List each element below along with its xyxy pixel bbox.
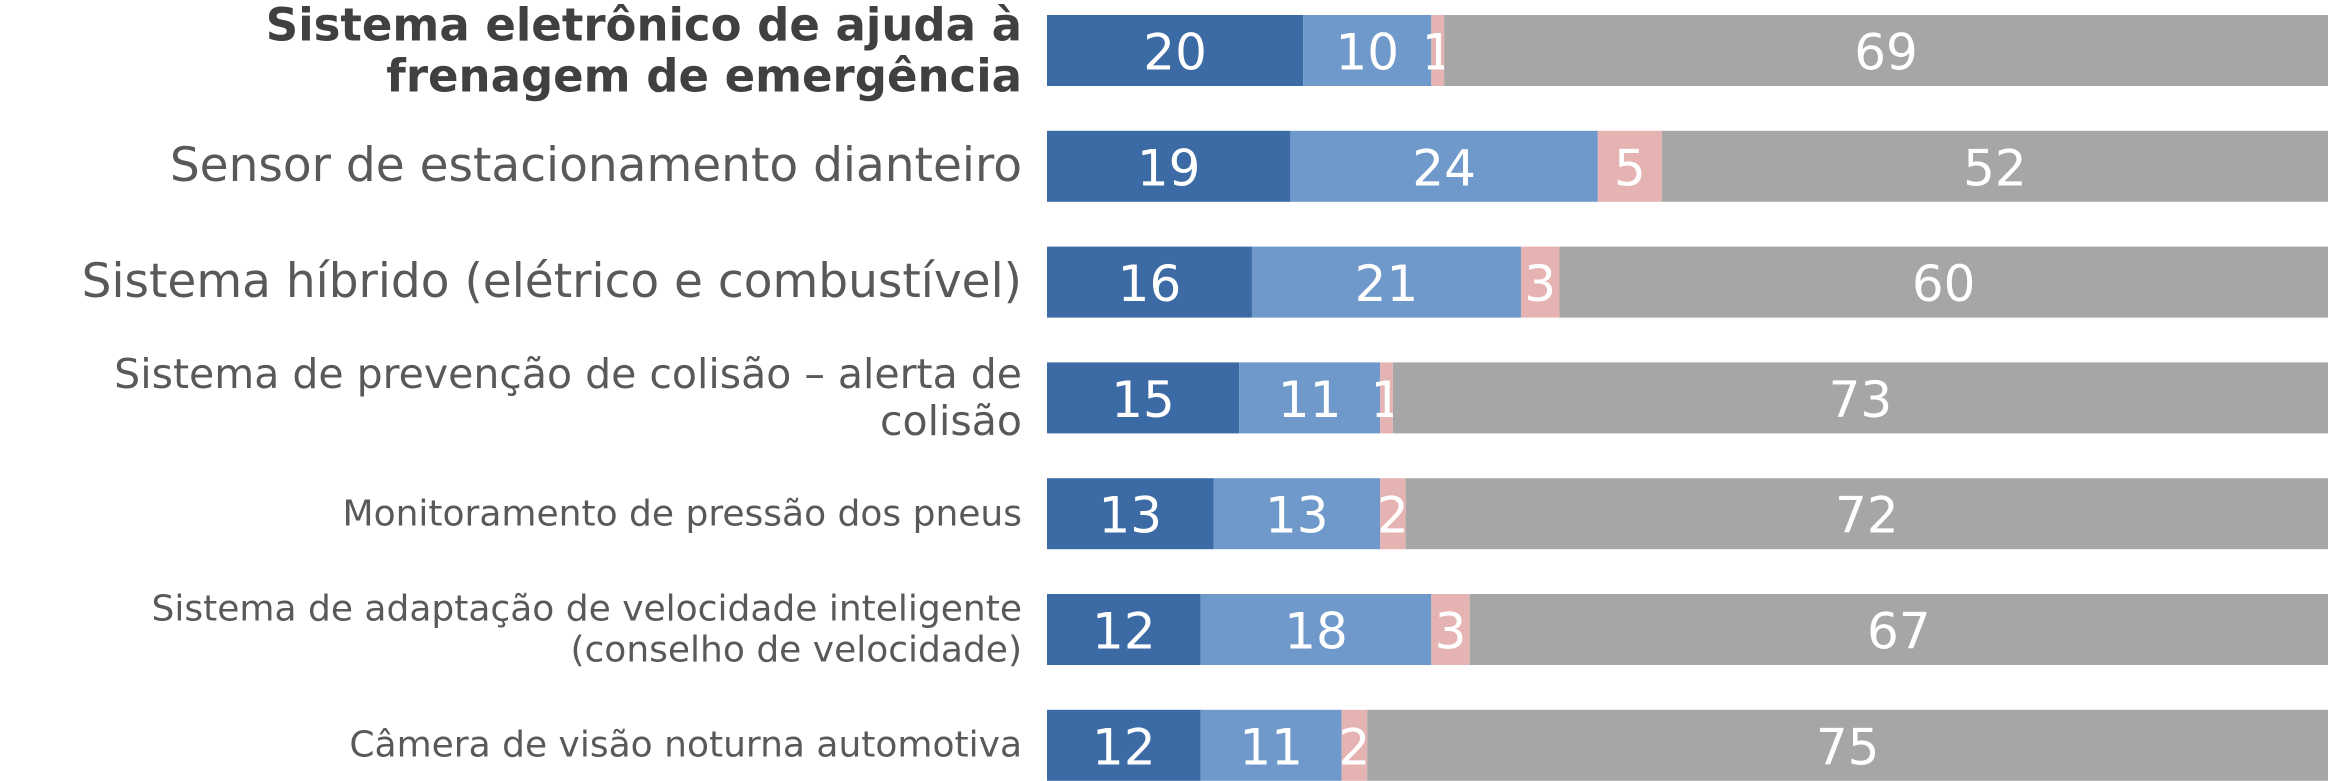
value-label: 73 [1829, 371, 1893, 429]
bar-segment [1047, 478, 1214, 550]
value-label: 5 [1614, 139, 1646, 197]
value-label: 13 [1098, 487, 1162, 545]
bar-segment [1444, 15, 2328, 86]
bar-segment [1341, 709, 1368, 781]
bar-segment [1520, 246, 1560, 318]
category-label: Sistema híbrido (elétrico e combustível) [81, 254, 1022, 310]
bar-segment [1047, 15, 1304, 86]
bar-segment [1047, 130, 1291, 202]
category-label: Sistema de adaptação de velocidade intel… [151, 588, 1022, 671]
bar-segment [1431, 594, 1470, 665]
value-label: 21 [1355, 255, 1419, 313]
bar-segment [1200, 594, 1432, 665]
bar-segment [1392, 362, 2328, 434]
bar-segment [1380, 478, 1406, 550]
category-label: Sistema eletrônico de ajuda à frenagem d… [265, 0, 1022, 103]
bar-segment [1213, 478, 1381, 550]
bar-segment [1469, 594, 2328, 665]
value-label: 2 [1339, 718, 1371, 776]
value-label: 19 [1137, 139, 1201, 197]
bar-segment [1431, 15, 1445, 86]
value-label: 75 [1816, 718, 1880, 776]
value-label: 18 [1284, 603, 1348, 661]
bar-segment [1251, 246, 1521, 318]
value-label: 20 [1143, 24, 1207, 82]
value-label: 2 [1377, 487, 1409, 545]
bar-segment [1559, 246, 2328, 318]
bar-segment [1047, 594, 1201, 665]
value-label: 13 [1265, 487, 1329, 545]
category-label: Sensor de estacionamento dianteiro [169, 138, 1022, 194]
bar-segment [1047, 709, 1201, 781]
category-label: Câmera de visão noturna automotiva [349, 724, 1022, 766]
category-label: Sistema de prevenção de colisão – alerta… [114, 349, 1022, 445]
value-label: 15 [1111, 371, 1175, 429]
bar-segment [1661, 130, 2328, 202]
bar-segment [1303, 15, 1432, 86]
bar-segment [1047, 362, 1240, 434]
value-label: 10 [1335, 24, 1399, 82]
bar-segment [1200, 709, 1342, 781]
value-label: 12 [1092, 718, 1156, 776]
value-label: 11 [1239, 718, 1303, 776]
value-label: 52 [1963, 139, 2027, 197]
category-label: Monitoramento de pressão dos pneus [342, 492, 1022, 534]
bar-segment [1239, 362, 1381, 434]
bar-segment [1367, 709, 2328, 781]
value-label: 3 [1435, 603, 1467, 661]
bar-segment [1047, 246, 1252, 318]
value-label: 24 [1412, 139, 1476, 197]
value-label: 72 [1835, 487, 1899, 545]
value-label: 3 [1524, 255, 1556, 313]
value-label: 67 [1867, 603, 1931, 661]
value-label: 60 [1912, 255, 1976, 313]
bar-segment [1405, 478, 2328, 550]
value-label: 16 [1118, 255, 1182, 313]
bar-segment [1290, 130, 1598, 202]
value-label: 11 [1278, 371, 1342, 429]
bar-segment [1597, 130, 1662, 202]
bar-segment [1380, 362, 1393, 434]
value-label: 69 [1854, 24, 1918, 82]
value-label: 12 [1092, 603, 1156, 661]
